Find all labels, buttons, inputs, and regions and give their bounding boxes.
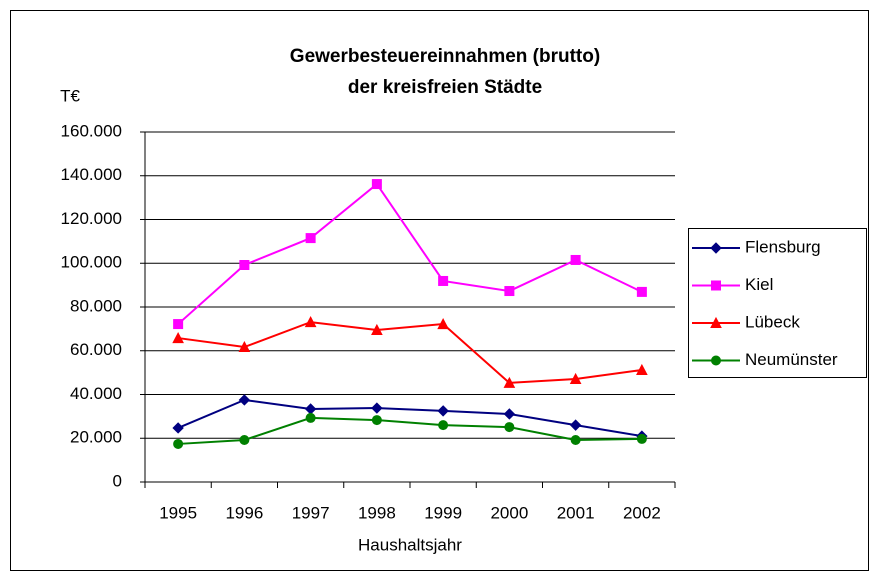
marker [305, 412, 316, 423]
legend-label: Flensburg [745, 237, 821, 256]
y-tick-label: 40.000 [70, 384, 122, 403]
marker [173, 438, 184, 449]
marker [636, 363, 648, 375]
marker [503, 376, 516, 388]
y-tick-label: 60.000 [70, 340, 122, 359]
marker [503, 408, 516, 420]
y-tick-label: 80.000 [70, 296, 122, 315]
legend-marker [711, 355, 721, 366]
marker [371, 402, 383, 414]
x-tick-label: 2001 [557, 503, 595, 522]
series-line [178, 416, 642, 445]
chart-title: der kreisfreien Städte [348, 77, 542, 98]
marker [172, 331, 184, 344]
marker [504, 286, 515, 297]
x-tick-label: 1999 [424, 503, 462, 522]
marker [437, 317, 449, 330]
y-tick-label: 140.000 [61, 165, 122, 184]
legend-marker [710, 316, 722, 328]
series-line [177, 321, 643, 384]
marker [570, 254, 581, 265]
marker [371, 179, 382, 190]
legend-marker [710, 242, 722, 254]
x-tick-label: 1995 [159, 503, 197, 522]
x-tick-label: 1996 [225, 503, 263, 522]
legend-box [688, 228, 867, 378]
x-tick-label: 1998 [358, 503, 396, 522]
marker [570, 435, 581, 445]
marker [438, 275, 449, 286]
legend-label: Lübeck [745, 312, 800, 331]
y-tick-label: 0 [113, 471, 122, 490]
y-tick-label: 100.000 [61, 253, 122, 272]
x-tick-label: 1997 [292, 503, 330, 522]
chart-title: Gewerbesteuereinnahmen (brutto) [290, 46, 600, 67]
marker [173, 319, 184, 330]
marker [305, 233, 316, 244]
marker [304, 316, 317, 328]
marker [569, 372, 582, 384]
legend-label: Neumünster [745, 350, 838, 369]
x-tick-label: 2002 [623, 503, 661, 522]
y-tick-label: 20.000 [70, 428, 122, 447]
chart-frame [10, 10, 869, 571]
legend-label: Kiel [745, 275, 773, 294]
marker [371, 415, 382, 426]
y-axis-label: T€ [60, 86, 80, 105]
marker [238, 394, 251, 406]
marker [636, 286, 647, 297]
marker [438, 420, 449, 431]
marker [239, 435, 250, 445]
marker [636, 433, 647, 444]
series-line [177, 398, 643, 438]
marker [238, 340, 251, 353]
marker [172, 422, 184, 434]
marker [371, 323, 383, 335]
x-tick-label: 2000 [490, 503, 528, 522]
marker [504, 422, 515, 433]
legend-marker [711, 280, 721, 291]
y-tick-label: 160.000 [61, 121, 122, 140]
marker [304, 403, 317, 415]
y-tick-label: 120.000 [61, 209, 122, 228]
marker [437, 405, 449, 417]
series-line [177, 182, 643, 325]
marker [569, 419, 582, 431]
marker [239, 260, 250, 270]
x-axis-label: Haushaltsjahr [358, 535, 462, 554]
